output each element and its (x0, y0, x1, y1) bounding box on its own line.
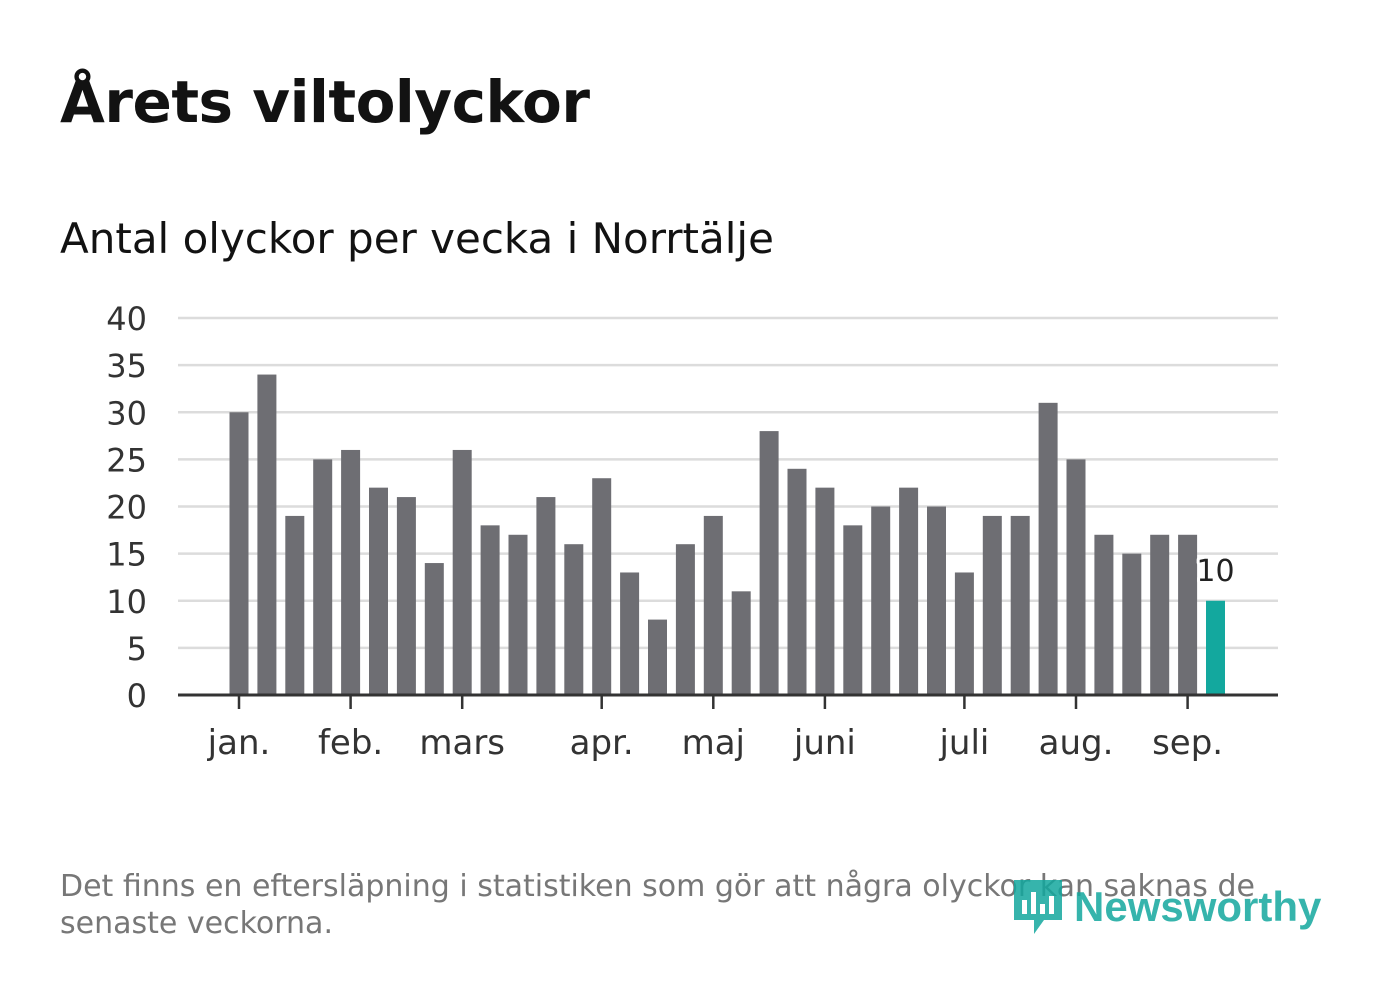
bar (843, 525, 863, 695)
bar (982, 515, 1002, 695)
bar (1150, 534, 1170, 695)
bar (787, 468, 807, 695)
bar (1094, 534, 1114, 695)
month-label: mars (419, 723, 505, 763)
bar (452, 449, 472, 695)
bar (229, 412, 249, 695)
y-tick-label: 30 (106, 394, 147, 432)
y-tick-label: 5 (127, 630, 147, 668)
newsworthy-wordmark: Newsworthy (1074, 883, 1322, 930)
y-tick-label: 40 (106, 300, 147, 338)
bar (508, 534, 528, 695)
y-tick-label: 15 (106, 536, 147, 574)
bar (1066, 459, 1086, 695)
y-tick-label: 20 (106, 489, 147, 527)
bar (564, 544, 584, 695)
bar (480, 525, 500, 695)
bar (731, 591, 751, 695)
month-label: aug. (1039, 723, 1114, 763)
bar (396, 497, 416, 695)
newsworthy-logo: Newsworthy (1010, 876, 1321, 938)
bar (675, 544, 695, 695)
month-label: juni (793, 723, 856, 763)
bar (1122, 553, 1142, 695)
bar (954, 572, 974, 695)
bar (620, 572, 640, 695)
bar (899, 487, 919, 695)
month-label: sep. (1152, 723, 1223, 763)
month-label: juli (938, 723, 989, 763)
data-labels: 10 (1193, 551, 1237, 592)
grid-lines (178, 316, 1278, 650)
bar (369, 487, 388, 695)
y-tick-label: 0 (127, 677, 147, 715)
bars (229, 374, 1225, 695)
newsworthy-chart-icon (1014, 880, 1062, 934)
bar (592, 478, 612, 695)
y-tick-label: 35 (106, 347, 147, 385)
month-label: jan. (207, 723, 271, 763)
y-tick-label: 10 (106, 583, 147, 621)
bar (257, 374, 277, 695)
highlight-data-label: 10 (1196, 554, 1234, 589)
bar (759, 431, 779, 695)
bar (1038, 402, 1058, 695)
chart-subtitle: Antal olyckor per vecka i Norrtälje (60, 214, 774, 263)
bar (648, 619, 667, 695)
bar (703, 515, 723, 695)
month-label: maj (682, 723, 745, 763)
bar (1010, 515, 1030, 695)
y-tick-label: 25 (106, 441, 147, 479)
bar (341, 449, 361, 695)
bar (927, 506, 946, 695)
bar-chart: 0 5 10 15 20 25 30 35 40 jan. feb. mars apr. maj juni… (106, 300, 1278, 763)
month-label: apr. (570, 723, 634, 763)
y-axis-tick-labels: 0 5 10 15 20 25 30 35 40 (106, 300, 147, 715)
bar (313, 459, 333, 695)
month-label: feb. (318, 723, 383, 763)
x-axis-month-labels: jan. feb. mars apr. maj juni juli aug. sep. (207, 723, 1223, 763)
bar (815, 487, 835, 695)
bar (424, 563, 444, 695)
bar (536, 497, 556, 695)
chart-title: Årets viltolyckor (60, 68, 590, 136)
bar-highlighted (1206, 600, 1225, 695)
x-axis (178, 693, 1278, 709)
bar (285, 515, 305, 695)
bar (871, 506, 891, 695)
bar (1178, 534, 1198, 695)
